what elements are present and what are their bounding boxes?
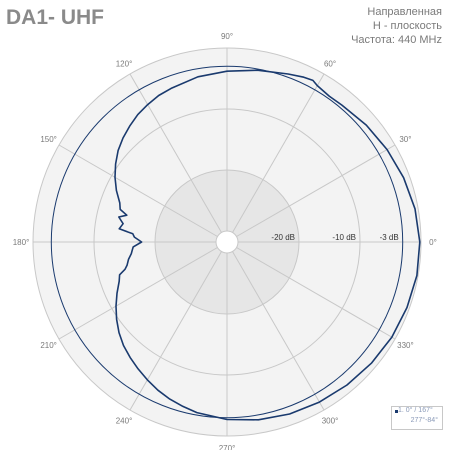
angle-tick-label: 270° — [219, 444, 236, 450]
legend[interactable]: 1. 0° / 167° 277°-84° — [391, 406, 443, 430]
plane-label: H - плоскость — [372, 20, 442, 32]
pattern-type-label: Направленная — [367, 6, 442, 18]
angle-tick-label: 150° — [40, 135, 57, 144]
chart-title: DA1- UHF — [6, 6, 104, 29]
spoke-120 — [129, 73, 222, 233]
angle-tick-label: 0° — [429, 238, 437, 247]
spoke-60 — [232, 73, 325, 233]
angle-tick-label: 120° — [116, 60, 133, 69]
spoke-210 — [58, 247, 218, 340]
spoke-30 — [236, 144, 396, 237]
angle-tick-label: 300° — [322, 416, 339, 425]
angle-tick-label: 90° — [221, 32, 233, 41]
legend-entry-line1: 1. 0° / 167° — [398, 407, 433, 414]
legend-entry-line2: 277°-84° — [410, 417, 438, 424]
spoke-330 — [236, 247, 396, 340]
angle-tick-label: 240° — [116, 416, 133, 425]
spoke-300 — [232, 251, 325, 411]
reference-circle-minus-3db — [50, 65, 404, 419]
angle-tick-label: 210° — [40, 341, 57, 350]
legend-swatch — [395, 410, 398, 413]
angle-tick-label: 180° — [13, 238, 30, 247]
spoke-150 — [58, 144, 218, 237]
radial-db-label: -10 dB — [332, 233, 356, 242]
angle-tick-label: 330° — [397, 341, 414, 350]
angle-tick-label: 60° — [324, 60, 336, 69]
frequency-label: Частота: 440 MHz — [351, 34, 442, 46]
spoke-240 — [129, 251, 222, 411]
center-hole — [215, 230, 239, 254]
radial-db-label: -20 dB — [271, 233, 295, 242]
angle-tick-label: 30° — [399, 135, 411, 144]
radiation-pattern-series — [114, 69, 421, 421]
radial-db-label: -3 dB — [380, 233, 399, 242]
